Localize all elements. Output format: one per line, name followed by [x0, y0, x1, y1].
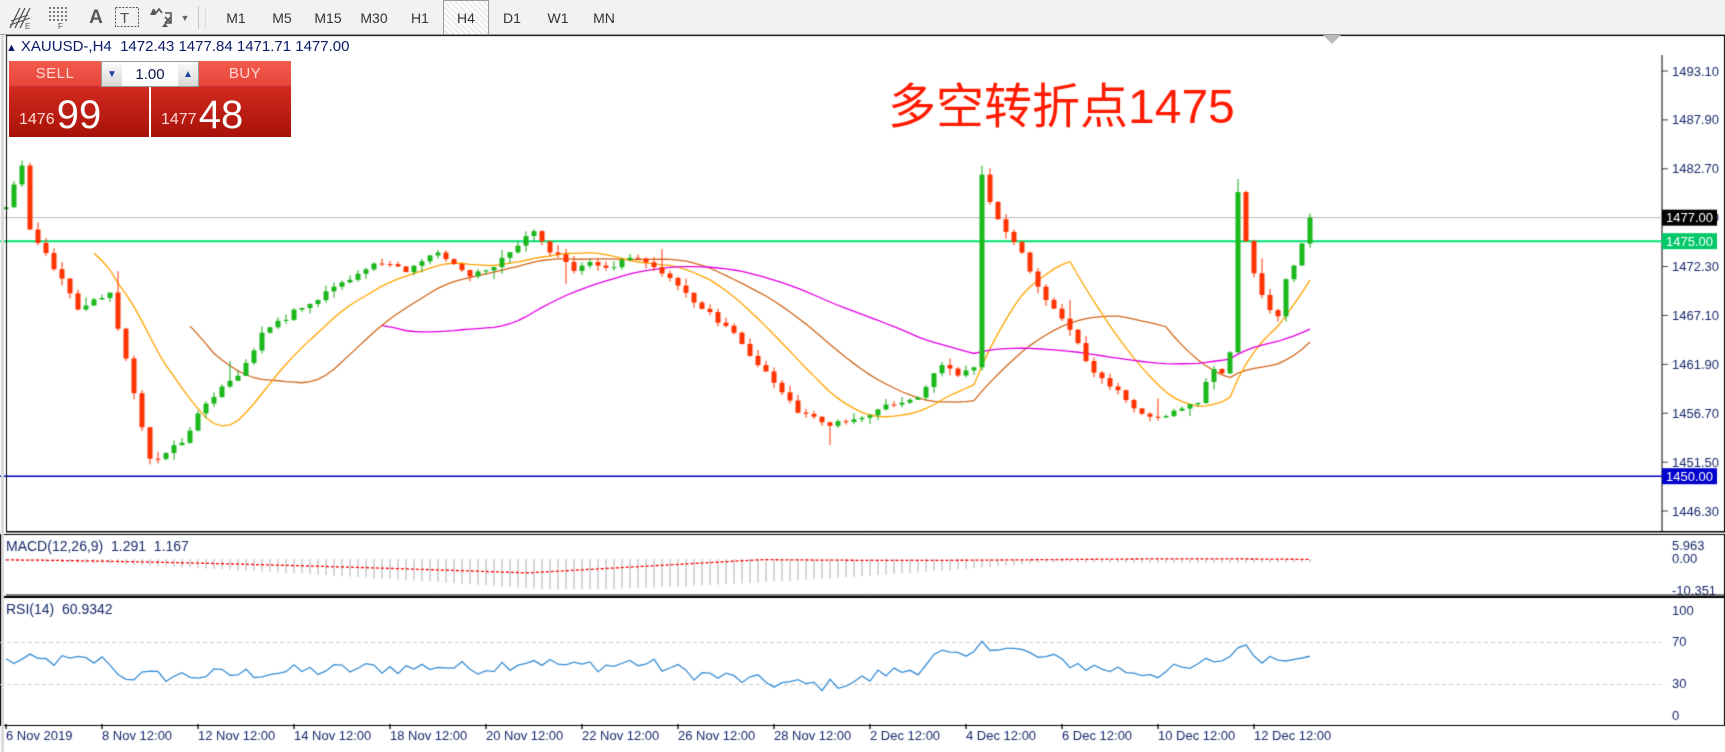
svg-text:E: E: [25, 22, 30, 30]
svg-text:F: F: [58, 22, 63, 30]
svg-text:T: T: [120, 10, 129, 27]
